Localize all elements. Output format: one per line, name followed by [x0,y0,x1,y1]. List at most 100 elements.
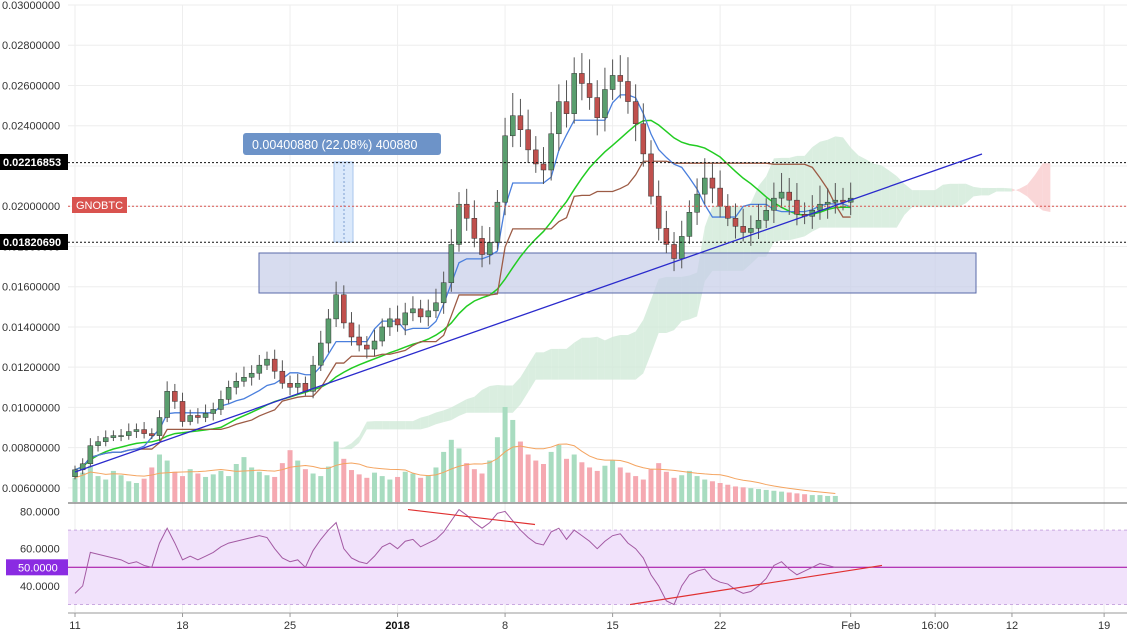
candle[interactable] [563,80,570,128]
candle[interactable] [625,57,631,114]
kijun-line [74,160,851,471]
candle[interactable] [341,285,347,329]
candle[interactable] [471,200,478,248]
candle[interactable] [540,147,547,185]
candle[interactable] [533,136,539,173]
candle[interactable] [95,435,101,452]
candle[interactable] [256,354,263,380]
candle[interactable] [778,172,785,209]
support-zone[interactable] [258,252,977,294]
candle[interactable] [310,355,316,399]
candle[interactable] [225,380,232,404]
candle[interactable] [525,109,531,163]
candle[interactable] [671,232,677,272]
candle[interactable] [602,67,608,132]
candle[interactable] [440,271,447,314]
candle[interactable] [586,59,593,110]
candle[interactable] [755,203,762,239]
candle[interactable] [248,365,255,386]
candle[interactable] [655,180,662,241]
candle[interactable] [187,409,193,426]
candle[interactable] [510,92,516,148]
candle[interactable] [164,381,170,423]
candle[interactable] [417,299,424,323]
candle[interactable] [556,84,562,151]
candle[interactable] [702,158,708,205]
volume-bar [571,454,577,502]
candle[interactable] [709,163,716,204]
candle[interactable] [571,57,577,124]
candle[interactable] [517,98,524,147]
candle[interactable] [348,312,355,346]
candle[interactable] [678,220,685,269]
candle[interactable] [732,203,739,239]
candle[interactable] [579,53,585,101]
candle[interactable] [648,140,654,205]
candle[interactable] [218,390,224,416]
candle[interactable] [271,349,278,379]
candle[interactable] [632,84,639,142]
candle[interactable] [287,375,293,396]
candle[interactable] [456,192,462,252]
candle[interactable] [102,430,109,447]
candle[interactable] [609,59,616,100]
candle[interactable] [241,366,247,387]
candle[interactable] [210,402,216,421]
candle[interactable] [494,189,501,250]
candle[interactable] [195,408,201,424]
candle[interactable] [87,438,94,468]
trend-line[interactable] [74,153,983,473]
candle[interactable] [548,111,554,181]
candle[interactable] [202,404,209,423]
candle[interactable] [294,373,301,394]
candle[interactable] [264,351,270,371]
candle[interactable] [748,215,754,246]
candle[interactable] [725,194,731,227]
candle[interactable] [686,200,693,244]
candle[interactable] [594,80,600,136]
candle[interactable] [502,117,508,216]
candle[interactable] [141,422,147,439]
candle[interactable] [133,423,140,438]
candle[interactable] [79,458,86,475]
candle[interactable] [318,330,324,372]
candle[interactable] [617,55,624,99]
candle[interactable] [364,336,370,359]
candle[interactable] [694,178,700,225]
candle[interactable] [663,210,670,254]
candle[interactable] [172,383,178,409]
candle[interactable] [379,318,385,347]
candle[interactable] [179,392,186,427]
candle[interactable] [763,198,769,229]
candle[interactable] [394,305,401,332]
candle[interactable] [463,188,470,231]
candle[interactable] [387,307,393,336]
candle[interactable] [771,182,777,223]
candle[interactable] [425,299,432,327]
candle[interactable] [325,309,332,353]
candle[interactable] [356,324,362,352]
candle[interactable] [786,177,792,215]
candle[interactable] [118,429,124,442]
candle[interactable] [333,281,339,328]
candle[interactable] [279,360,286,389]
candle[interactable] [740,208,746,242]
candle[interactable] [479,225,485,268]
candle-body [771,197,777,211]
candle[interactable] [410,296,416,322]
candle[interactable] [233,372,240,395]
candle[interactable] [72,465,78,480]
candle[interactable] [640,103,647,167]
candle[interactable] [126,423,132,440]
candle[interactable] [448,229,455,292]
candle[interactable] [832,183,839,214]
candle[interactable] [824,188,831,219]
candle[interactable] [402,302,408,336]
candle[interactable] [433,288,439,318]
candle[interactable] [371,329,378,357]
rsi-bearish-divergence[interactable] [407,508,536,526]
candle[interactable] [156,410,163,442]
candle[interactable] [149,428,155,440]
rsi-bullish-divergence[interactable] [629,564,883,606]
candle[interactable] [110,430,117,442]
